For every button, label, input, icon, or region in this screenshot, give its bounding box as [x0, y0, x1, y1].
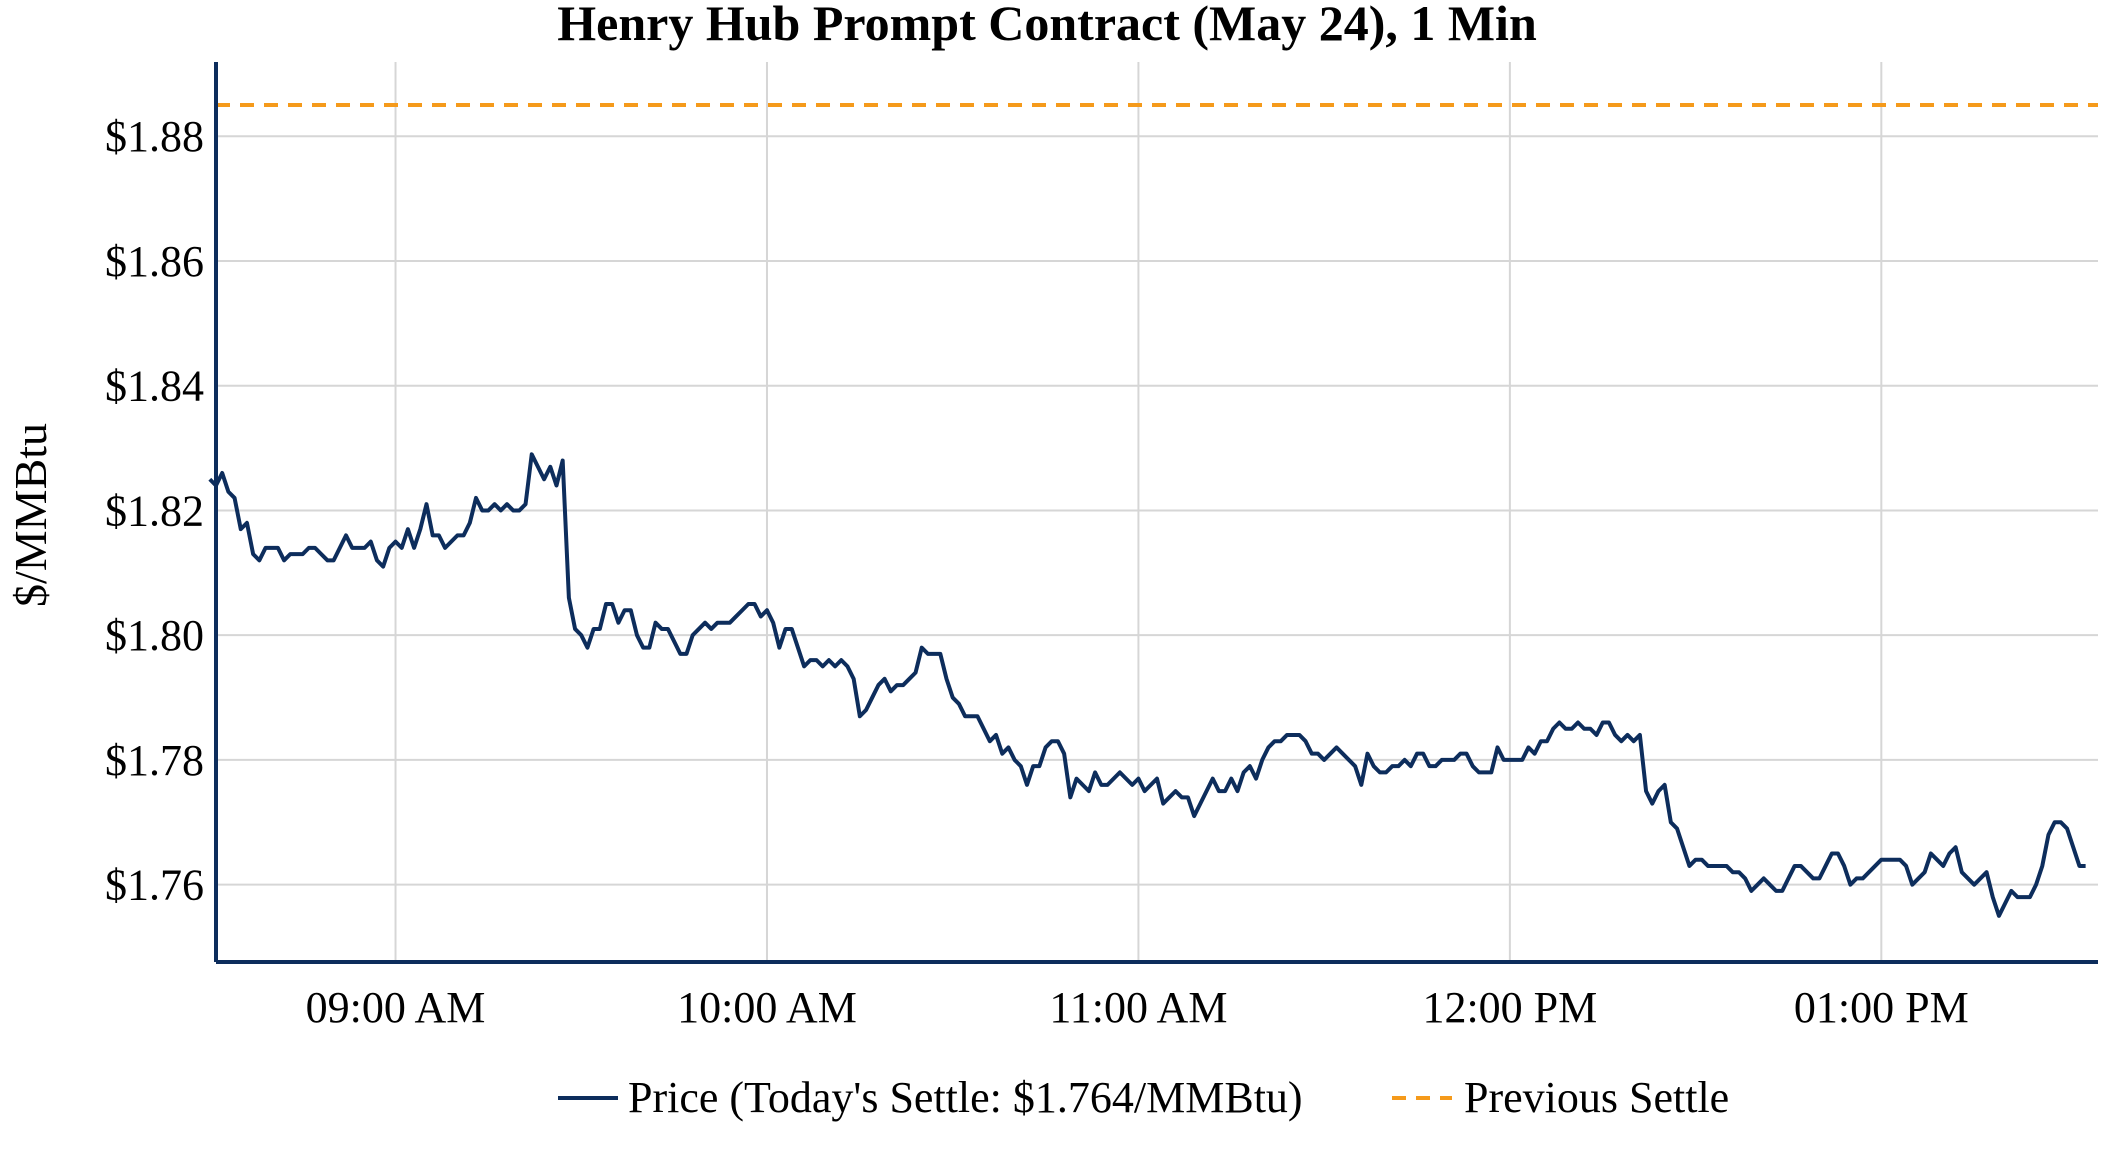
y-tick-label: $1.86	[105, 237, 204, 286]
x-tick-label: 01:00 PM	[1794, 983, 1969, 1032]
y-tick-label: $1.82	[105, 486, 204, 535]
x-tick-label: 09:00 AM	[306, 983, 486, 1032]
y-axis-label: $/MMBtu	[5, 423, 56, 607]
price-series-line	[208, 452, 2086, 918]
y-tick-label: $1.78	[105, 736, 204, 785]
grid	[216, 62, 2098, 962]
chart-title: Henry Hub Prompt Contract (May 24), 1 Mi…	[557, 0, 1537, 51]
x-tick-label: 10:00 AM	[677, 983, 857, 1032]
y-tick-label: $1.88	[105, 112, 204, 161]
price-line-layer	[208, 452, 2086, 918]
legend-previous-settle-label: Previous Settle	[1464, 1073, 1729, 1122]
x-tick-labels: 09:00 AM 10:00 AM 11:00 AM 12:00 PM 01:00 PM	[306, 983, 1969, 1032]
y-tick-label: $1.76	[105, 861, 204, 910]
y-tick-label: $1.84	[105, 362, 204, 411]
y-tick-label: $1.80	[105, 611, 204, 660]
legend: Price (Today's Settle: $1.764/MMBtu) Pre…	[558, 1073, 1729, 1122]
legend-price-label: Price (Today's Settle: $1.764/MMBtu)	[628, 1073, 1303, 1122]
axes	[214, 62, 2098, 964]
x-tick-label: 12:00 PM	[1422, 983, 1597, 1032]
x-tick-label: 11:00 AM	[1049, 983, 1227, 1032]
y-tick-labels: $1.76 $1.78 $1.80 $1.82 $1.84 $1.86 $1.88	[105, 112, 204, 909]
